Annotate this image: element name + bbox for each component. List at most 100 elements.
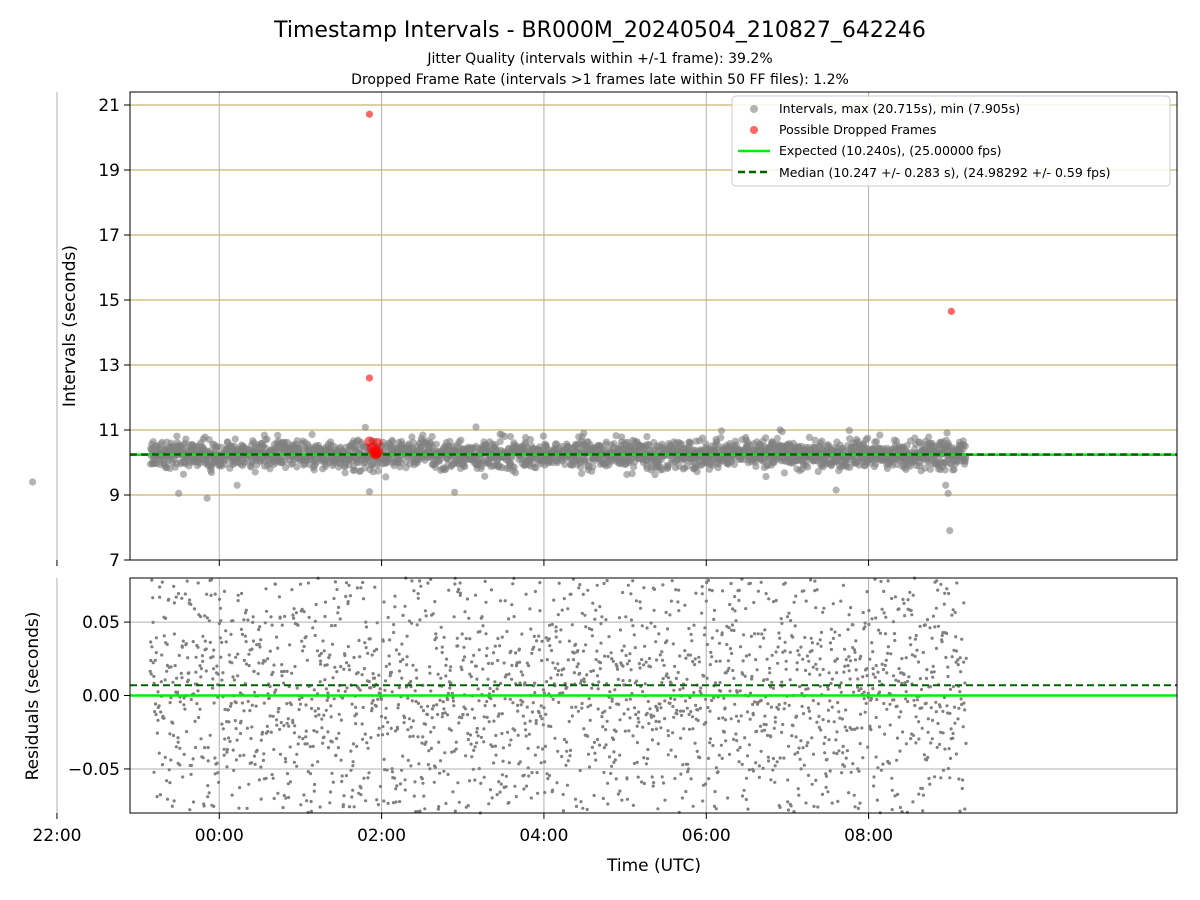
residual-point	[242, 618, 246, 622]
residual-point	[743, 736, 747, 740]
residual-point	[844, 658, 848, 662]
residual-point	[540, 717, 544, 721]
intervals-grid	[56, 92, 1177, 560]
residual-point	[693, 741, 697, 745]
residual-point	[398, 659, 403, 664]
residual-point	[408, 735, 412, 739]
residual-point	[500, 635, 504, 639]
residual-point	[944, 655, 948, 660]
residual-point	[418, 579, 422, 583]
residual-point	[227, 736, 231, 740]
residual-point	[369, 736, 373, 740]
residual-point	[566, 759, 570, 763]
residual-point	[383, 768, 387, 772]
residual-point	[791, 635, 795, 639]
residual-point	[476, 734, 480, 738]
residuals-xtick-label-0: 22:00	[32, 826, 81, 846]
residual-point	[672, 688, 676, 692]
residual-point	[611, 737, 616, 742]
residual-point	[946, 674, 950, 679]
residual-point	[587, 765, 592, 769]
residual-point	[506, 730, 510, 734]
residual-point	[326, 730, 330, 734]
residual-point	[901, 730, 905, 734]
residual-point	[952, 648, 956, 652]
residual-point	[447, 588, 451, 592]
residual-point	[193, 719, 197, 724]
residual-point	[844, 756, 848, 760]
residual-point	[575, 665, 579, 669]
residual-point	[777, 631, 781, 635]
residual-point	[226, 708, 230, 712]
residual-point	[823, 751, 827, 755]
residual-point	[929, 706, 933, 710]
residual-point	[178, 746, 182, 750]
residual-point	[637, 720, 641, 724]
residual-point	[557, 581, 561, 585]
residual-point	[231, 675, 235, 679]
residual-point	[393, 729, 398, 733]
residual-point	[212, 701, 216, 705]
residual-point	[306, 770, 310, 774]
residual-point	[281, 806, 285, 810]
residual-point	[333, 580, 337, 584]
residual-point	[837, 633, 842, 637]
residual-point	[921, 650, 925, 655]
residual-point	[631, 734, 635, 738]
residual-point	[252, 669, 256, 674]
residual-point	[406, 758, 410, 763]
residual-point	[543, 744, 548, 749]
residual-point	[565, 740, 569, 744]
residual-point	[319, 662, 323, 666]
residual-point	[429, 730, 433, 734]
residual-point	[548, 623, 552, 627]
residual-point	[673, 664, 677, 669]
residual-point	[486, 661, 491, 666]
residual-point	[211, 677, 215, 681]
residual-point	[320, 717, 324, 721]
residual-point	[637, 710, 641, 714]
residual-point	[792, 810, 796, 814]
residual-point	[664, 610, 668, 615]
residual-point	[729, 717, 733, 721]
residual-point	[893, 638, 897, 643]
residual-point	[208, 733, 212, 737]
residual-point	[560, 754, 564, 759]
residual-point	[565, 783, 570, 787]
residual-point	[859, 654, 863, 658]
residual-point	[653, 625, 657, 629]
residual-point	[490, 661, 494, 666]
residual-point	[154, 636, 158, 640]
residual-point	[234, 701, 238, 705]
residual-point	[316, 760, 320, 764]
residual-point	[628, 652, 632, 656]
residual-point	[776, 645, 780, 649]
residual-point	[322, 713, 326, 717]
residual-point	[867, 622, 871, 627]
residual-point	[891, 674, 896, 678]
residual-point	[176, 690, 180, 694]
residual-point	[851, 646, 855, 650]
residual-point	[649, 621, 653, 625]
residual-point	[499, 681, 503, 686]
residual-point	[336, 746, 340, 750]
residual-point	[652, 714, 656, 718]
residual-point	[830, 677, 835, 681]
residual-point	[837, 710, 841, 714]
residual-point	[930, 737, 934, 741]
residual-point	[400, 676, 404, 680]
residual-point	[878, 631, 883, 635]
residual-point	[747, 768, 752, 772]
residual-point	[238, 786, 242, 790]
residual-point	[406, 728, 410, 732]
residual-point	[284, 760, 288, 764]
residual-point	[216, 771, 220, 775]
residual-point	[862, 697, 866, 701]
residual-point	[827, 671, 831, 675]
residual-point	[804, 801, 808, 805]
residual-point	[632, 706, 637, 710]
residual-point	[180, 644, 184, 648]
residual-point	[245, 806, 249, 811]
